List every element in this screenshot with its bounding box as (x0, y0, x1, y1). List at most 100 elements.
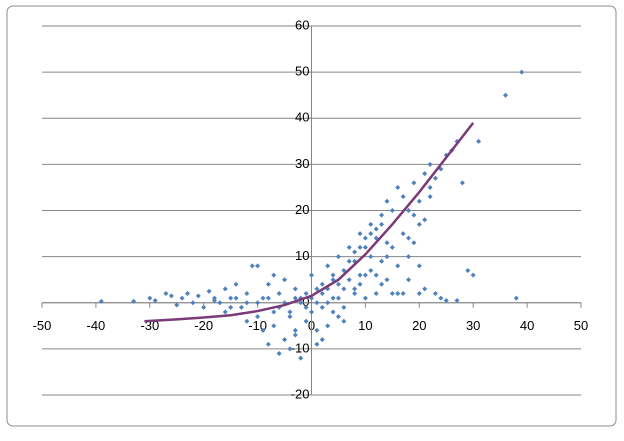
y-tick-label: 20 (295, 202, 309, 217)
point (422, 217, 428, 223)
x-tick-label: 40 (520, 318, 534, 333)
point (335, 314, 341, 320)
point (422, 286, 428, 292)
point (346, 258, 352, 264)
point (303, 304, 309, 310)
point (303, 318, 309, 324)
point (427, 194, 433, 200)
point (195, 293, 201, 299)
y-tick-label: 0 (302, 294, 309, 309)
point (400, 291, 406, 297)
point (389, 291, 395, 297)
point (422, 171, 428, 177)
point (201, 304, 207, 310)
point (465, 267, 471, 273)
point (335, 295, 341, 301)
point (373, 291, 379, 297)
point (357, 244, 363, 250)
x-tick-label: 30 (466, 318, 480, 333)
point (314, 300, 320, 306)
point (233, 295, 239, 301)
point (292, 332, 298, 338)
point (185, 291, 191, 297)
point (314, 327, 320, 333)
point (427, 161, 433, 167)
point (249, 263, 255, 269)
point (357, 231, 363, 237)
point (362, 295, 368, 301)
point (217, 300, 223, 306)
point (330, 309, 336, 315)
point (513, 295, 519, 301)
point (411, 212, 417, 218)
y-tick-label: 40 (295, 110, 309, 125)
point (427, 184, 433, 190)
point (362, 235, 368, 241)
point (335, 254, 341, 260)
point (325, 300, 331, 306)
point (352, 286, 358, 292)
point (260, 295, 266, 301)
y-tick-label: 10 (295, 248, 309, 263)
point (325, 263, 331, 269)
point (346, 277, 352, 283)
point (362, 244, 368, 250)
y-tick-label: 30 (295, 156, 309, 171)
point (384, 240, 390, 246)
point (233, 281, 239, 287)
point (406, 254, 412, 260)
point (357, 272, 363, 278)
point (319, 281, 325, 287)
point (244, 300, 250, 306)
point (432, 291, 438, 297)
point (292, 295, 298, 301)
point (346, 244, 352, 250)
point (325, 323, 331, 329)
point (287, 346, 293, 352)
point (357, 281, 363, 287)
y-tick-label: 50 (295, 64, 309, 79)
point (384, 254, 390, 260)
point (352, 291, 358, 297)
y-tick-label: 60 (295, 17, 309, 32)
point (319, 291, 325, 297)
point (476, 138, 482, 144)
point (314, 341, 320, 347)
point (368, 221, 374, 227)
point (341, 318, 347, 324)
point (238, 304, 244, 310)
point (389, 244, 395, 250)
point (174, 302, 180, 308)
point (309, 309, 314, 315)
point (395, 184, 401, 190)
y-tick-label: -10 (291, 340, 310, 355)
point (400, 194, 406, 200)
point (282, 277, 288, 283)
point (416, 221, 422, 227)
point (163, 291, 169, 297)
point (384, 277, 390, 283)
point (152, 297, 158, 303)
point (503, 92, 509, 98)
point (292, 286, 298, 292)
point (255, 314, 261, 320)
point (309, 272, 314, 278)
point (368, 231, 374, 237)
point (411, 240, 417, 246)
point (341, 286, 347, 292)
point (438, 295, 444, 301)
point (147, 295, 153, 301)
point (255, 263, 261, 269)
point (271, 272, 277, 278)
point (319, 304, 325, 310)
point (282, 337, 288, 343)
point (276, 291, 282, 297)
point (443, 297, 449, 303)
point (432, 175, 438, 181)
point (255, 300, 261, 306)
point (260, 327, 266, 333)
point (379, 212, 385, 218)
point (341, 304, 347, 310)
point (244, 318, 250, 324)
